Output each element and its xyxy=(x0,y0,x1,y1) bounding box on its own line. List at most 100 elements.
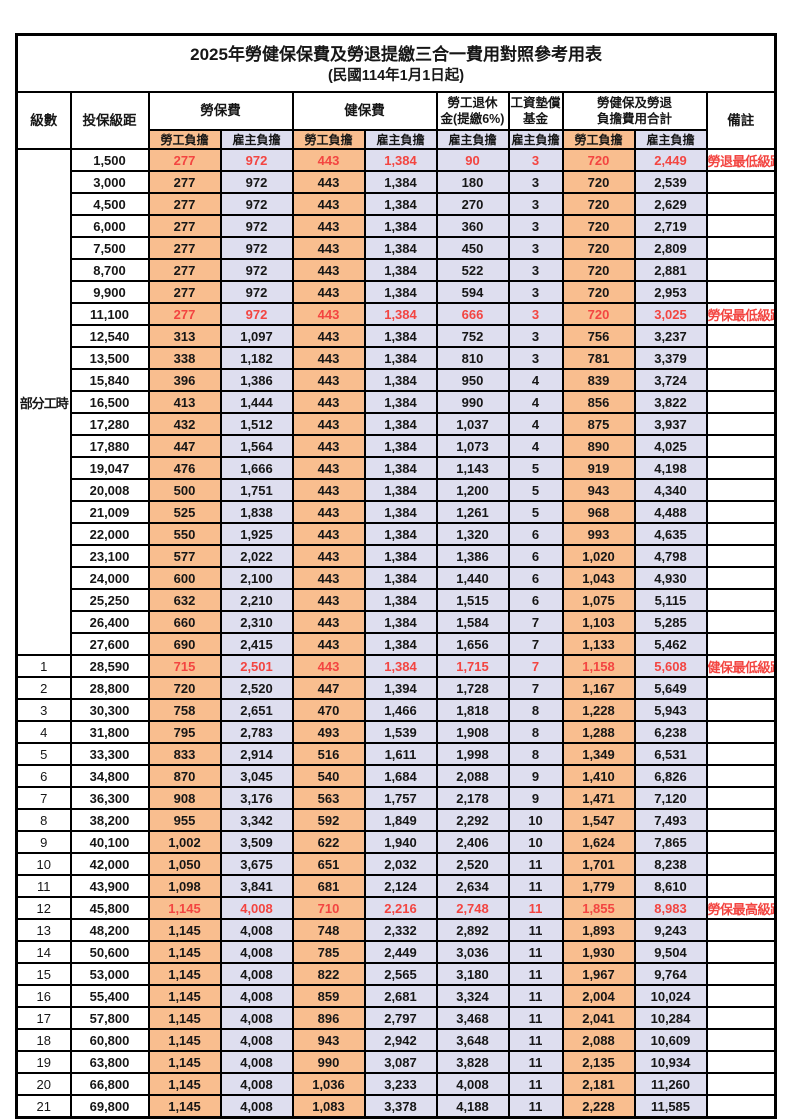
table-row: 27,600 690 2,415 443 1,384 1,656 7 1,133 5,462 xyxy=(17,632,777,656)
cell-pension-employer: 2,520 xyxy=(435,852,510,876)
cell-labor-employer: 4,008 xyxy=(219,1094,294,1119)
cell-labor-employer: 4,008 xyxy=(219,1050,294,1074)
cell-health-employee: 443 xyxy=(291,610,366,634)
cell-total-employee: 919 xyxy=(561,456,636,480)
header-total-line1: 勞健保及勞退 xyxy=(596,96,672,110)
cell-total-employer: 4,930 xyxy=(633,566,708,590)
cell-health-employee: 443 xyxy=(291,544,366,568)
cell-labor-employer: 972 xyxy=(219,170,294,194)
premium-table: 2025年勞健保保費及勞退提繳三合一費用對照參考用表 (民國114年1月1日起)… xyxy=(15,33,778,1119)
cell-health-employer: 1,384 xyxy=(363,478,438,502)
cell-level: 3 xyxy=(15,698,72,722)
cell-total-employee: 2,181 xyxy=(561,1072,636,1096)
cell-fund-employer: 4 xyxy=(507,390,564,414)
header-row-shares: 勞工負擔 雇主負擔 勞工負擔 雇主負擔 雇主負擔 雇主負擔 勞工負擔 雇主負擔 xyxy=(17,129,776,150)
cell-total-employee: 1,133 xyxy=(561,632,636,656)
table-row: 12 45,800 1,145 4,008 710 2,216 2,748 11 1,855 8,… xyxy=(15,896,777,920)
cell-bracket: 40,100 xyxy=(69,830,150,854)
cell-health-employee: 859 xyxy=(291,984,366,1008)
cell-labor-employer: 2,914 xyxy=(219,742,294,766)
cell-fund-employer: 11 xyxy=(507,1050,564,1074)
cell-health-employer: 2,449 xyxy=(363,940,438,964)
cell-health-employer: 2,124 xyxy=(363,874,438,898)
cell-total-employee: 720 xyxy=(561,236,636,260)
cell-fund-employer: 5 xyxy=(507,500,564,524)
cell-labor-employer: 2,783 xyxy=(219,720,294,744)
subheader-health-employee-share: 勞工負擔 xyxy=(291,129,366,150)
cell-remark xyxy=(705,236,777,260)
cell-labor-employee: 277 xyxy=(147,214,222,238)
cell-total-employee: 839 xyxy=(561,368,636,392)
cell-total-employer: 2,719 xyxy=(633,214,708,238)
cell-total-employer: 11,585 xyxy=(633,1094,708,1119)
cell-pension-employer: 2,634 xyxy=(435,874,510,898)
cell-labor-employee: 550 xyxy=(147,522,222,546)
table-row: 25,250 632 2,210 443 1,384 1,515 6 1,075 5,115 xyxy=(17,588,777,612)
cell-total-employee: 2,228 xyxy=(561,1094,636,1119)
cell-total-employee: 1,701 xyxy=(561,852,636,876)
cell-health-employer: 1,384 xyxy=(363,412,438,436)
cell-pension-employer: 3,828 xyxy=(435,1050,510,1074)
cell-labor-employee: 277 xyxy=(147,302,222,326)
cell-pension-employer: 3,324 xyxy=(435,984,510,1008)
cell-total-employee: 720 xyxy=(561,170,636,194)
cell-fund-employer: 3 xyxy=(507,302,564,326)
cell-health-employer: 3,233 xyxy=(363,1072,438,1096)
table-row: 10 42,000 1,050 3,675 651 2,032 2,520 11 1,701 8,… xyxy=(15,852,777,876)
cell-total-employer: 10,284 xyxy=(633,1006,708,1030)
table-row: 12,540 313 1,097 443 1,384 752 3 756 3,237 xyxy=(17,324,777,348)
cell-fund-employer: 11 xyxy=(507,1072,564,1096)
cell-total-employer: 3,025 xyxy=(633,302,708,326)
cell-fund-employer: 6 xyxy=(507,544,564,568)
cell-fund-employer: 11 xyxy=(507,962,564,986)
cell-labor-employer: 2,415 xyxy=(219,632,294,656)
table-row: 8 38,200 955 3,342 592 1,849 2,292 10 1,547 7,493 xyxy=(15,808,777,832)
cell-pension-employer: 3,468 xyxy=(435,1006,510,1030)
cell-total-employee: 720 xyxy=(561,192,636,216)
cell-labor-employee: 277 xyxy=(147,148,222,172)
cell-fund-employer: 11 xyxy=(507,984,564,1008)
cell-level: 17 xyxy=(15,1006,72,1030)
cell-bracket: 57,800 xyxy=(69,1006,150,1030)
cell-remark xyxy=(705,456,777,480)
table-row: 16 55,400 1,145 4,008 859 2,681 3,324 11 2,004 10… xyxy=(15,984,777,1008)
cell-bracket: 69,800 xyxy=(69,1094,150,1119)
cell-level: 20 xyxy=(15,1072,72,1096)
table-row: 21,009 525 1,838 443 1,384 1,261 5 968 4,488 xyxy=(17,500,777,524)
cell-labor-employer: 4,008 xyxy=(219,962,294,986)
cell-level: 9 xyxy=(15,830,72,854)
table-row: 9,900 277 972 443 1,384 594 3 720 2,953 xyxy=(17,280,777,304)
cell-pension-employer: 666 xyxy=(435,302,510,326)
cell-total-employee: 1,103 xyxy=(561,610,636,634)
cell-fund-employer: 3 xyxy=(507,324,564,348)
cell-fund-employer: 11 xyxy=(507,1094,564,1119)
cell-total-employer: 9,504 xyxy=(633,940,708,964)
table-row: 8,700 277 972 443 1,384 522 3 720 2,881 xyxy=(17,258,777,282)
cell-total-employer: 4,025 xyxy=(633,434,708,458)
cell-total-employee: 1,471 xyxy=(561,786,636,810)
cell-fund-employer: 3 xyxy=(507,258,564,282)
cell-health-employee: 1,083 xyxy=(291,1094,366,1119)
cell-health-employee: 540 xyxy=(291,764,366,788)
cell-total-employer: 3,937 xyxy=(633,412,708,436)
cell-pension-employer: 2,748 xyxy=(435,896,510,920)
cell-fund-employer: 9 xyxy=(507,786,564,810)
cell-labor-employee: 1,145 xyxy=(147,896,222,920)
cell-bracket: 50,600 xyxy=(69,940,150,964)
title-row: 2025年勞健保保費及勞退提繳三合一費用對照參考用表 (民國114年1月1日起) xyxy=(15,33,777,93)
cell-total-employer: 10,609 xyxy=(633,1028,708,1052)
cell-total-employer: 5,285 xyxy=(633,610,708,634)
cell-labor-employee: 432 xyxy=(147,412,222,436)
cell-bracket: 3,000 xyxy=(69,170,150,194)
cell-health-employee: 896 xyxy=(291,1006,366,1030)
cell-labor-employee: 1,145 xyxy=(147,1006,222,1030)
cell-health-employer: 1,384 xyxy=(363,346,438,370)
cell-health-employer: 1,384 xyxy=(363,148,438,172)
cell-remark: 勞保最高級距 xyxy=(705,896,777,920)
cell-pension-employer: 950 xyxy=(435,368,510,392)
cell-labor-employer: 1,666 xyxy=(219,456,294,480)
cell-health-employee: 443 xyxy=(291,654,366,678)
cell-health-employee: 443 xyxy=(291,302,366,326)
cell-pension-employer: 1,656 xyxy=(435,632,510,656)
cell-labor-employer: 2,100 xyxy=(219,566,294,590)
